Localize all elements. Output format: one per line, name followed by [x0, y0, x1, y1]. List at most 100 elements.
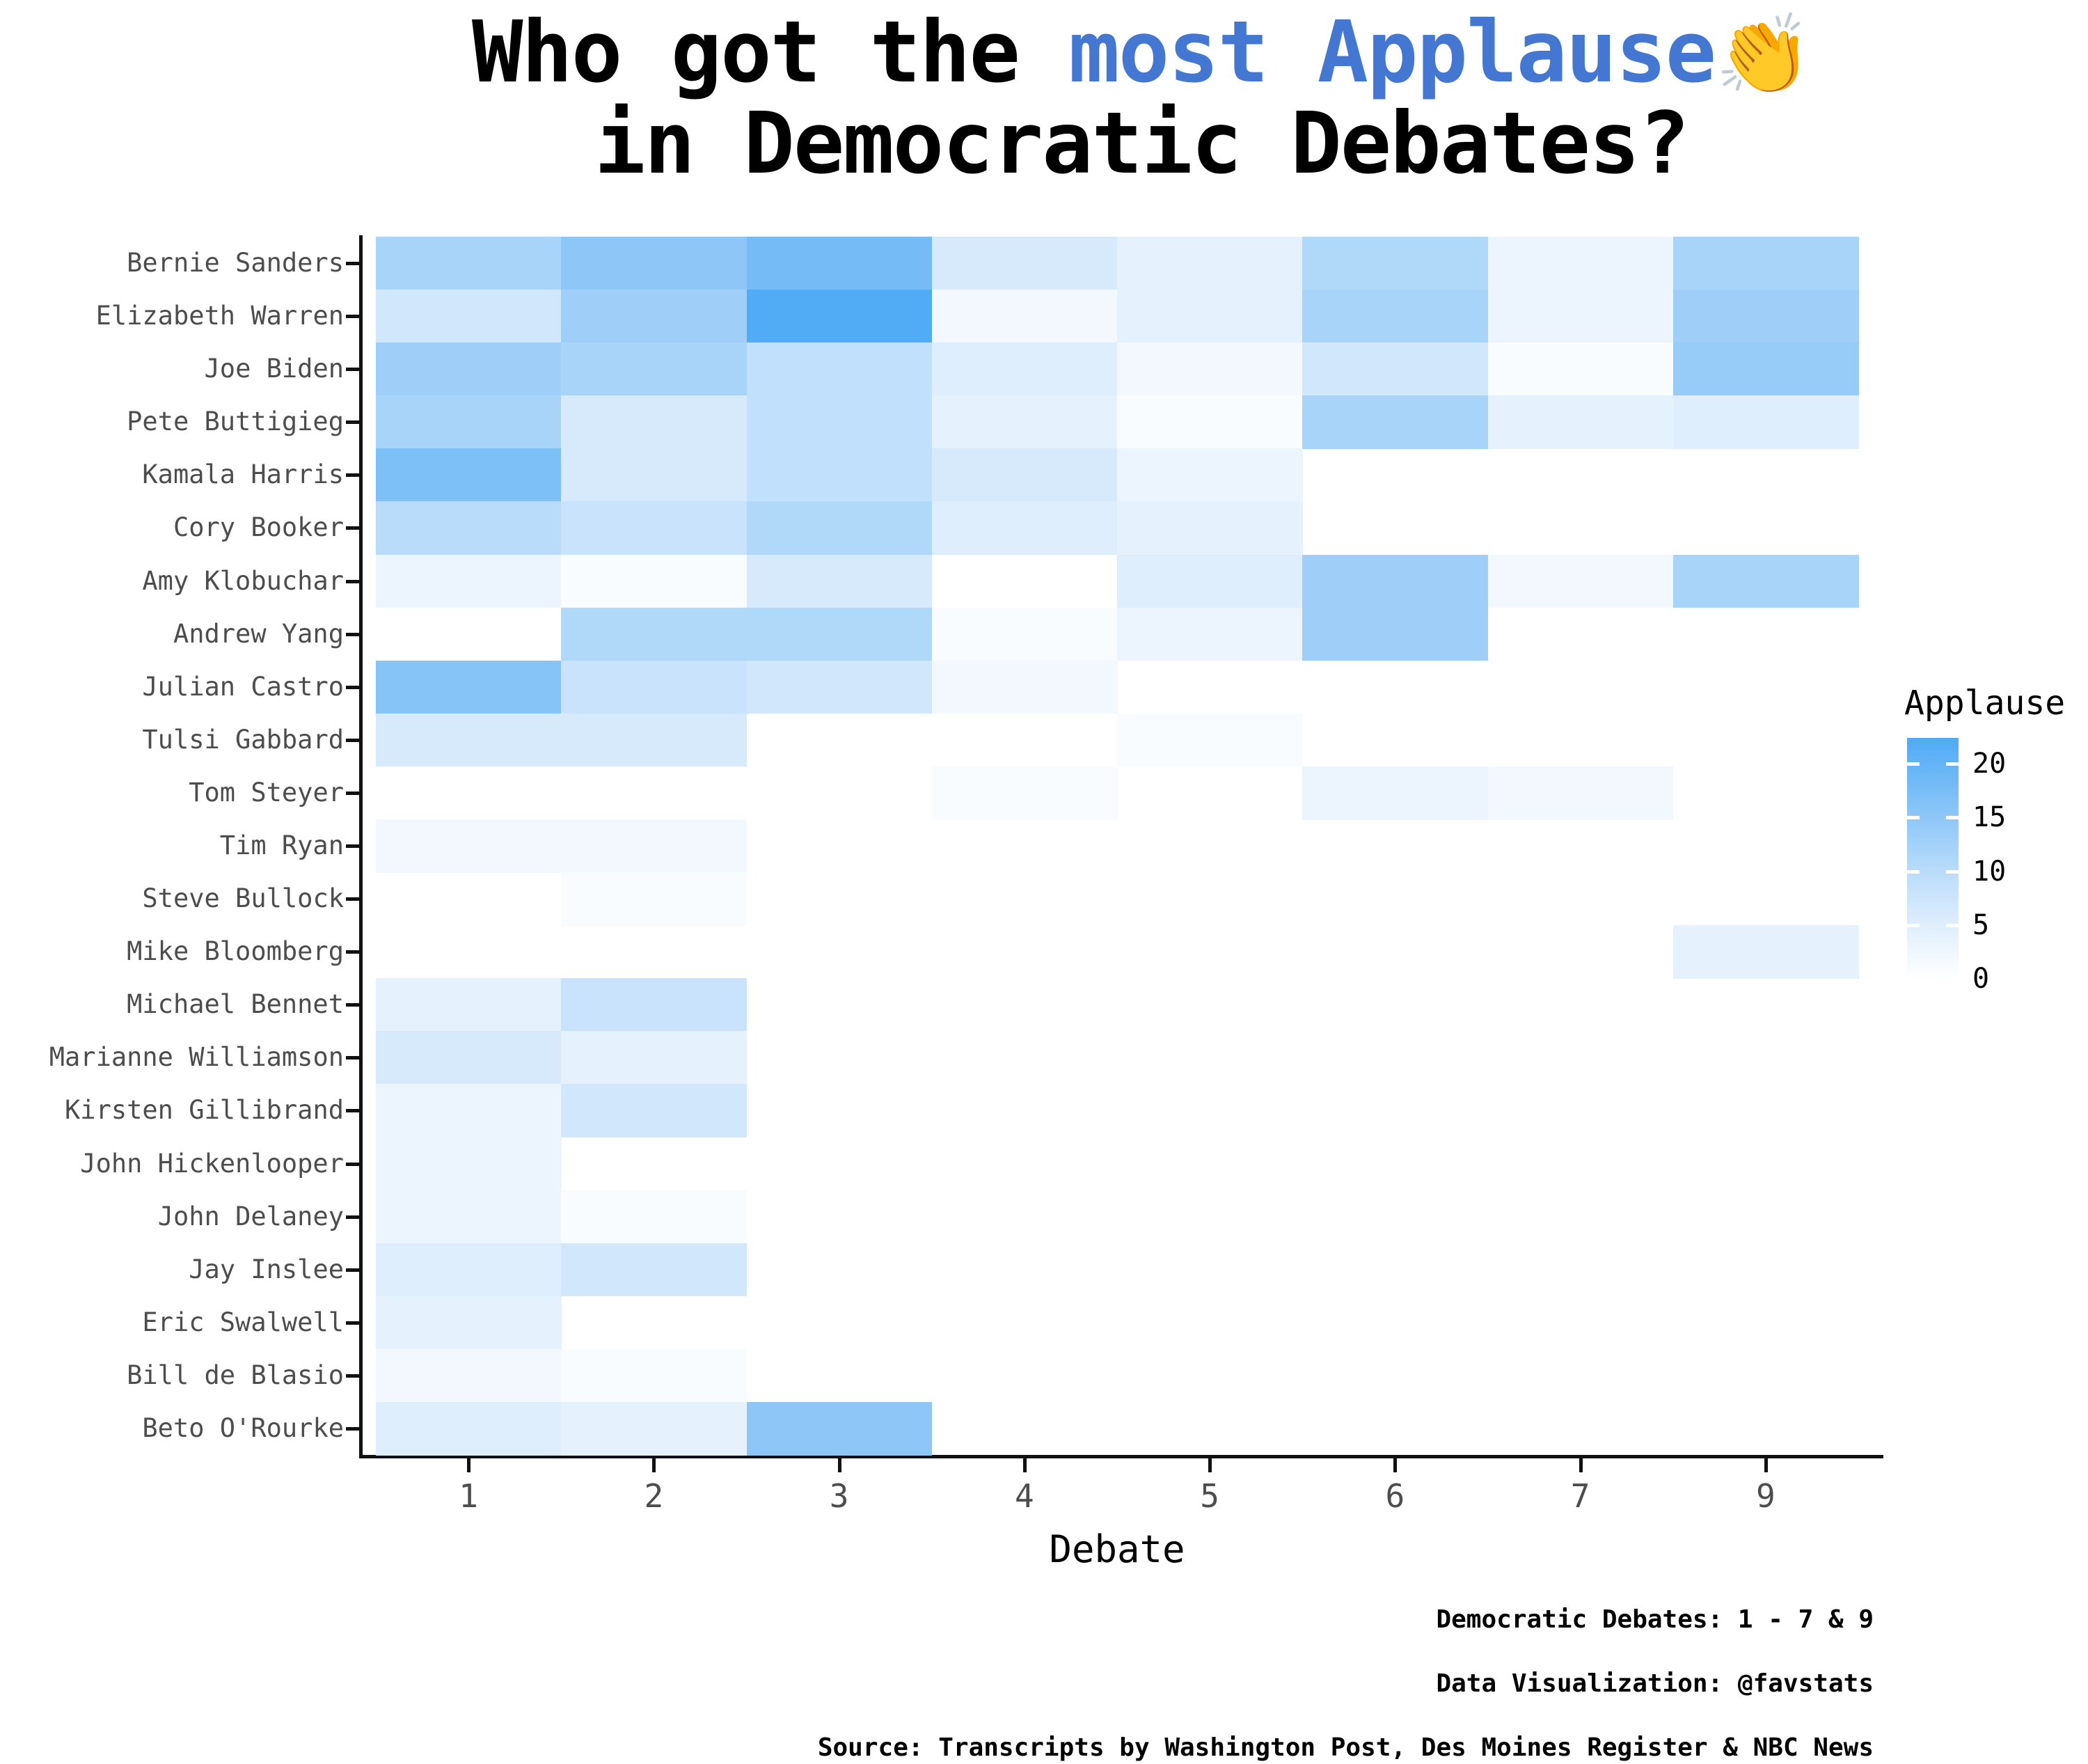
- legend-tick-dash: [1907, 869, 1920, 874]
- y-axis-label: Amy Klobuchar: [142, 565, 344, 596]
- heatmap-cell: [561, 1348, 748, 1403]
- heatmap-cell: [561, 1401, 748, 1456]
- heatmap-cell: [561, 1243, 748, 1297]
- y-axis-label: Bill de Blasio: [127, 1360, 344, 1390]
- x-axis-label: 7: [1570, 1477, 1590, 1515]
- heatmap-cell: [1117, 554, 1303, 608]
- heatmap-cell: [561, 290, 748, 343]
- x-tick-mark: [1393, 1458, 1398, 1472]
- y-tick-mark: [346, 1162, 359, 1166]
- heatmap-cell: [746, 290, 933, 343]
- y-axis-label: Bernie Sanders: [127, 248, 344, 278]
- y-axis-label: Andrew Yang: [173, 618, 344, 649]
- y-axis-label: Tom Steyer: [189, 777, 344, 808]
- heatmap-cell: [376, 1031, 562, 1085]
- heatmap-cell: [376, 819, 562, 873]
- heatmap-cell: [931, 607, 1118, 661]
- y-tick-mark: [346, 315, 359, 319]
- legend-gradient-bar: [1907, 738, 1959, 979]
- y-tick-mark: [346, 844, 359, 848]
- x-tick-mark: [652, 1458, 656, 1472]
- heatmap-cell: [1672, 554, 1859, 608]
- y-axis-labels: Bernie Sanders Elizabeth Warren Joe Biden P…: [0, 237, 344, 1455]
- heatmap-cell: [1117, 290, 1303, 343]
- heatmap-cell: [376, 237, 562, 290]
- x-axis-line: [359, 1455, 1883, 1458]
- legend-title: Applause: [1904, 684, 2066, 723]
- heatmap-cell: [1302, 395, 1489, 449]
- x-axis-label: 4: [1015, 1477, 1034, 1515]
- heatmap-cell: [561, 978, 748, 1032]
- legend-tick-dash: [1907, 816, 1920, 820]
- legend-tick-dash: [1907, 762, 1920, 766]
- y-axis-label: Marianne Williamson: [49, 1042, 344, 1073]
- y-axis-label: Julian Castro: [142, 671, 344, 702]
- heatmap-cell: [1487, 766, 1674, 820]
- heatmap-cell: [376, 1348, 562, 1403]
- y-tick-mark: [346, 1109, 359, 1113]
- heatmap-cell: [1487, 342, 1674, 396]
- caption-line3: Source: Transcripts by Washington Post, …: [817, 1733, 1874, 1762]
- legend-tick-dash: [1946, 977, 1959, 981]
- chart-title-prefix: Who got the: [471, 3, 1069, 102]
- x-tick-mark: [467, 1458, 471, 1472]
- y-axis-label: John Delaney: [157, 1201, 344, 1231]
- heatmap-cell: [1672, 237, 1859, 290]
- heatmap-cell: [561, 448, 748, 503]
- y-axis-line: [359, 235, 363, 1458]
- heatmap-cell: [746, 501, 933, 556]
- y-axis-label: Jay Inslee: [189, 1254, 344, 1284]
- legend-tick-label: 15: [1972, 801, 2007, 834]
- heatmap-cell: [1672, 395, 1859, 449]
- heatmap-cell: [746, 342, 933, 396]
- x-tick-mark: [1579, 1458, 1583, 1472]
- heatmap-cell: [376, 1084, 562, 1138]
- x-tick-mark: [1764, 1458, 1768, 1472]
- y-axis-label: Kamala Harris: [142, 459, 344, 490]
- legend-tick-dash: [1907, 977, 1920, 981]
- heatmap-cell: [746, 1401, 933, 1456]
- heatmap-cell: [376, 1190, 562, 1244]
- heatmap-cell: [376, 1401, 562, 1456]
- heatmap-cell: [376, 1137, 562, 1191]
- heatmap-cell: [1302, 342, 1489, 396]
- y-tick-mark: [346, 473, 359, 478]
- y-tick-mark: [346, 950, 359, 954]
- y-tick-mark: [346, 526, 359, 530]
- heatmap-cell: [561, 872, 748, 926]
- heatmap-cell: [746, 660, 933, 714]
- heatmap-cell: [376, 501, 562, 556]
- legend-tick-label: 5: [1972, 908, 1990, 941]
- heatmap-cell: [931, 766, 1118, 820]
- y-tick-mark: [346, 368, 359, 372]
- heatmap-cell: [1117, 448, 1303, 503]
- heatmap-cell: [1117, 342, 1303, 396]
- x-axis-label: 2: [644, 1477, 664, 1515]
- heatmap-cell: [561, 713, 748, 767]
- heatmap-cell: [1302, 554, 1489, 608]
- caption: Democratic Debates: 1 - 7 & 9 Data Visua…: [787, 1572, 1874, 1764]
- heatmap-cell: [376, 395, 562, 449]
- heatmap-cell: [1302, 607, 1489, 661]
- heatmap-cell: [1117, 395, 1303, 449]
- x-axis-label: 1: [459, 1477, 478, 1515]
- y-axis-label: Michael Bennet: [127, 989, 344, 1020]
- y-axis-label: Steve Bullock: [142, 883, 344, 914]
- x-axis-label: 3: [829, 1477, 849, 1515]
- x-axis-label: 5: [1200, 1477, 1219, 1515]
- chart-title-highlight: most Applause: [1068, 3, 1716, 102]
- y-tick-mark: [346, 420, 359, 425]
- y-tick-mark: [346, 579, 359, 583]
- x-tick-mark: [1022, 1458, 1027, 1472]
- legend-tick-label: 10: [1972, 855, 2007, 888]
- y-axis-label: Pete Buttigieg: [127, 407, 344, 437]
- y-axis-label: John Hickenlooper: [80, 1148, 344, 1179]
- y-tick-mark: [346, 1003, 359, 1007]
- y-axis-label: Beto O'Rourke: [142, 1412, 344, 1443]
- heatmap-cell: [561, 237, 748, 290]
- y-tick-mark: [346, 1056, 359, 1060]
- y-axis-label: Cory Booker: [173, 512, 344, 543]
- y-axis-label: Tim Ryan: [219, 830, 344, 860]
- y-axis-label: Tulsi Gabbard: [142, 724, 344, 755]
- heatmap-cell: [1302, 766, 1489, 820]
